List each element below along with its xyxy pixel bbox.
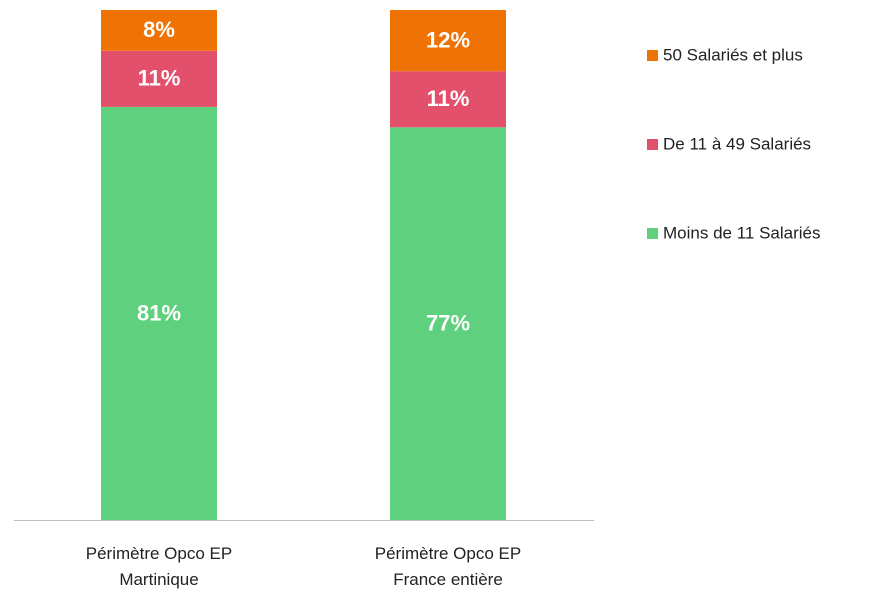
data-label: 11% bbox=[427, 86, 470, 111]
legend-label: De 11 à 49 Salariés bbox=[663, 134, 811, 153]
bar-segment bbox=[101, 50, 217, 107]
data-label: 8% bbox=[143, 17, 175, 42]
data-label: 81% bbox=[137, 300, 181, 325]
legend-swatch bbox=[647, 50, 658, 61]
data-label: 12% bbox=[426, 27, 470, 52]
bar-segment bbox=[390, 10, 506, 72]
legend-swatch bbox=[647, 139, 658, 150]
bar-segment bbox=[101, 106, 217, 521]
legend-swatch bbox=[647, 228, 658, 239]
data-label: 77% bbox=[426, 310, 470, 335]
legend-label: 50 Salariés et plus bbox=[663, 45, 803, 64]
data-label: 11% bbox=[138, 66, 181, 91]
legend-label: Moins de 11 Salariés bbox=[663, 223, 821, 242]
x-tick-label: Périmètre Opco EP Martinique bbox=[85, 544, 233, 589]
x-tick-label: Périmètre Opco EP France entière bbox=[374, 544, 522, 589]
bar-segment bbox=[390, 71, 506, 128]
bar-segment bbox=[101, 10, 217, 51]
bar-segment bbox=[390, 127, 506, 521]
